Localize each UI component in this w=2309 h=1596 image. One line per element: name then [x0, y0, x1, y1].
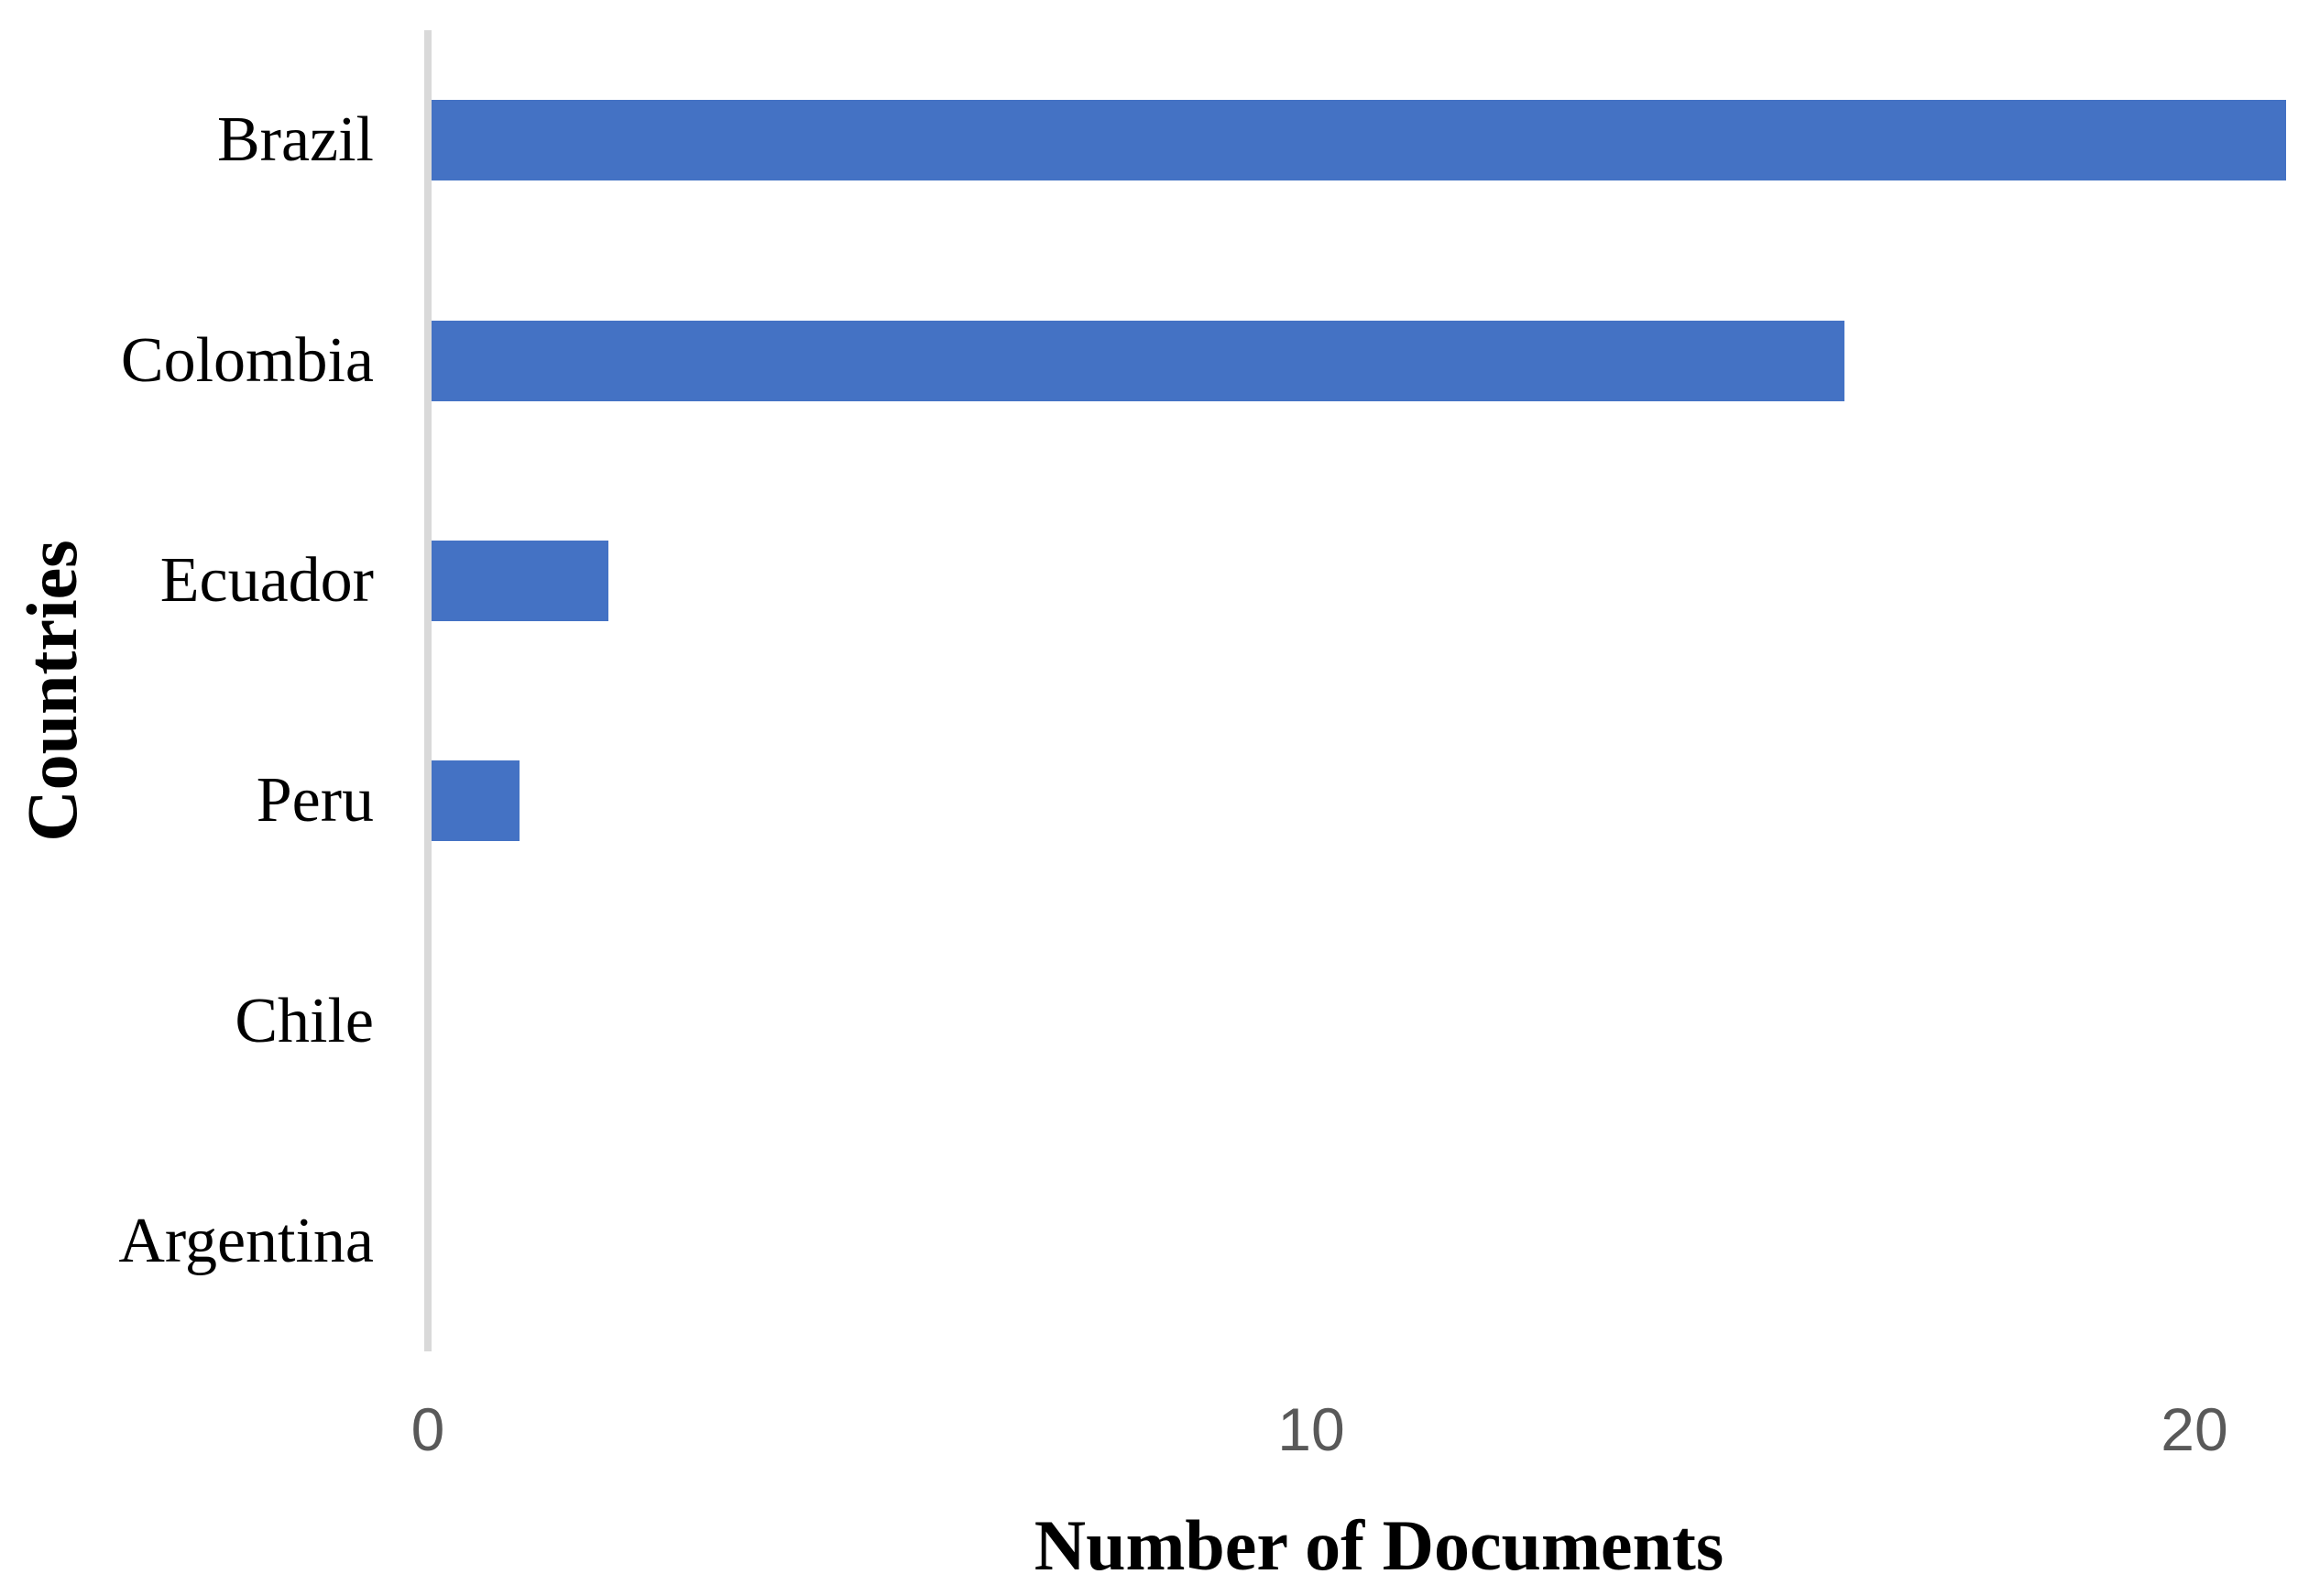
x-tick-label-10: 10: [1277, 1395, 1345, 1463]
y-axis-line: [424, 30, 432, 1351]
bar-ecuador: [432, 540, 608, 621]
bar-brazil: [432, 100, 2287, 181]
category-label-colombia: Colombia: [120, 324, 374, 396]
category-label-chile: Chile: [235, 985, 374, 1056]
category-label-ecuador: Ecuador: [159, 544, 374, 616]
bar-peru: [432, 760, 520, 842]
category-label-peru: Peru: [256, 765, 374, 836]
x-tick-label-0: 0: [410, 1395, 445, 1463]
category-label-brazil: Brazil: [216, 104, 374, 176]
x-axis-title: Number of Documents: [1034, 1505, 1724, 1585]
x-tick-label-20: 20: [2161, 1395, 2228, 1463]
category-label-argentina: Argentina: [118, 1205, 374, 1276]
bar-colombia: [432, 320, 1845, 401]
